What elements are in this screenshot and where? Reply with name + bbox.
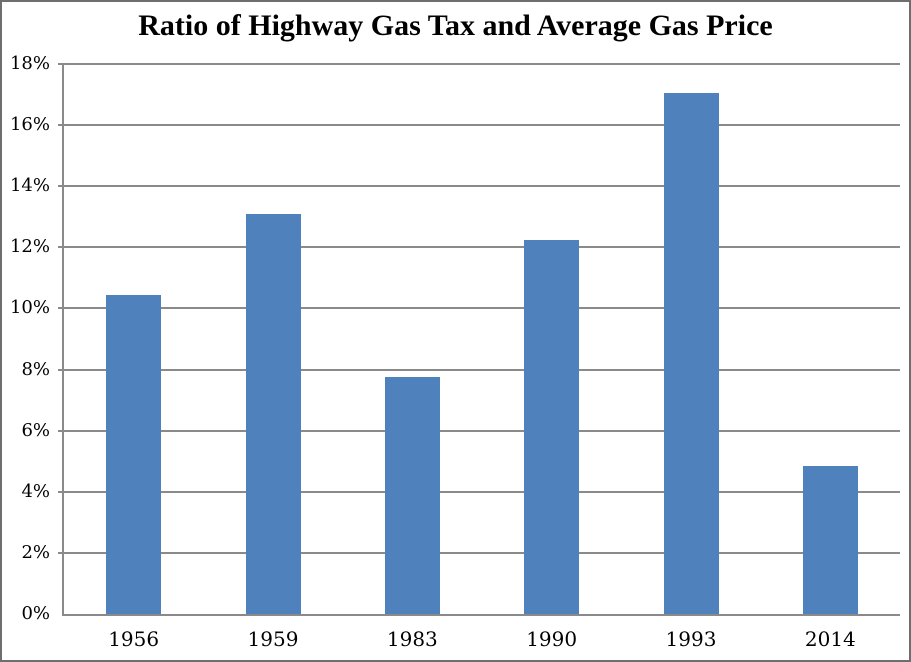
plot-area (58, 63, 900, 616)
x-axis-label-1993: 1993 (665, 627, 717, 651)
y-axis-tick-label: 4% (21, 480, 50, 502)
chart-title: Ratio of Highway Gas Tax and Average Gas… (138, 9, 773, 42)
y-axis-tick-label: 14% (9, 175, 50, 197)
y-axis-tick-label: 8% (21, 358, 50, 380)
x-axis-label-1956: 1956 (108, 627, 160, 651)
gridline-12% (58, 246, 900, 249)
x-axis-label-1983: 1983 (386, 627, 438, 651)
x-axis-label-1990: 1990 (526, 627, 578, 651)
x-axis-label-2014: 2014 (804, 627, 856, 651)
gridline-16% (58, 124, 900, 127)
bar-1990 (524, 239, 580, 614)
y-axis-tick-label: 12% (9, 236, 50, 258)
gridline-6% (58, 429, 900, 432)
gridline-18% (58, 63, 900, 65)
gridline-2% (58, 551, 900, 554)
gridline-4% (58, 490, 900, 493)
y-axis-tick-label: 6% (21, 419, 50, 441)
y-axis-tick-label: 18% (9, 53, 50, 74)
y-axis-tick-label: 2% (21, 541, 50, 563)
gridline-14% (58, 185, 900, 188)
bar-1993 (663, 93, 719, 614)
gridline-8% (58, 368, 900, 371)
bar-2014 (802, 465, 858, 614)
y-axis-tick-label: 0% (21, 603, 50, 624)
gridline-10% (58, 307, 900, 310)
x-axis-label-1959: 1959 (247, 627, 299, 651)
bar-1959 (245, 213, 301, 614)
bar-1983 (384, 377, 440, 614)
y-axis-tick-label: 16% (9, 114, 50, 136)
bar-1956 (106, 294, 162, 614)
y-axis-tick-label: 10% (9, 297, 50, 319)
